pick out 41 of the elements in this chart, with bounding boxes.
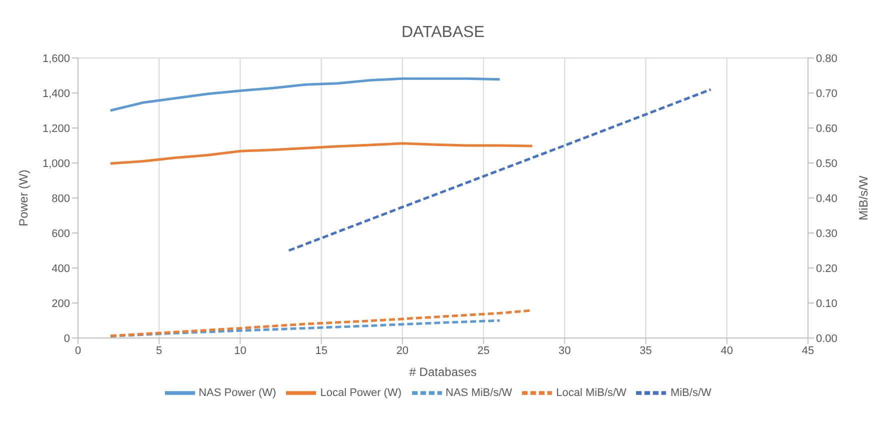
x-tick-label: 20 [396,344,409,357]
y2-tick-label: 0.30 [816,228,838,240]
x-tick-label: 35 [640,344,652,357]
y2-tick-label: 0.50 [816,158,838,170]
x-tick-label: 25 [477,344,490,357]
y2-tick-label: 0.80 [816,52,838,65]
y2-axis-title: MiB/s/W [856,175,870,220]
x-tick-label: 0 [74,344,82,357]
y-tick-label: 1,200 [42,122,70,135]
y-tick-label: 1,000 [42,158,70,170]
y2-tick-label: 0.20 [816,262,838,275]
legend-label: Local MiB/s/W [556,386,626,399]
x-tick-label: 10 [234,344,246,357]
y-tick-label: 400 [52,262,70,275]
x-tick-label: 40 [720,344,734,357]
y-tick-label: 1,600 [42,52,70,65]
y2-tick-label: 0.00 [816,332,838,345]
y-axis-title: Power (W) [16,170,30,226]
legend-label: Local Power (W) [320,386,402,399]
y-tick-label: 1,400 [42,88,70,100]
line-series [288,88,712,252]
line-series [109,77,502,112]
y-tick-label: 0 [64,332,70,345]
legend-label: NAS Power (W) [198,386,276,399]
y-tick-label: 200 [52,298,70,310]
y-tick-label: 800 [52,192,70,205]
y-tick-label: 600 [52,228,70,240]
y2-tick-label: 0.40 [816,192,838,205]
x-axis-title: # Databases [409,365,477,379]
legend-label: MiB/s/W [670,386,712,399]
y2-tick-label: 0.10 [816,298,838,310]
y2-tick-label: 0.70 [816,88,838,100]
line-series [109,142,534,165]
legend-label: NAS MiB/s/W [446,386,512,399]
x-tick-label: 15 [315,344,328,357]
chart-title: DATABASE [400,23,486,43]
line-series [109,319,502,338]
x-tick-label: 30 [558,344,571,357]
x-tick-label: 45 [802,344,814,357]
x-tick-label: 5 [156,344,162,357]
y2-tick-label: 0.60 [816,122,838,135]
